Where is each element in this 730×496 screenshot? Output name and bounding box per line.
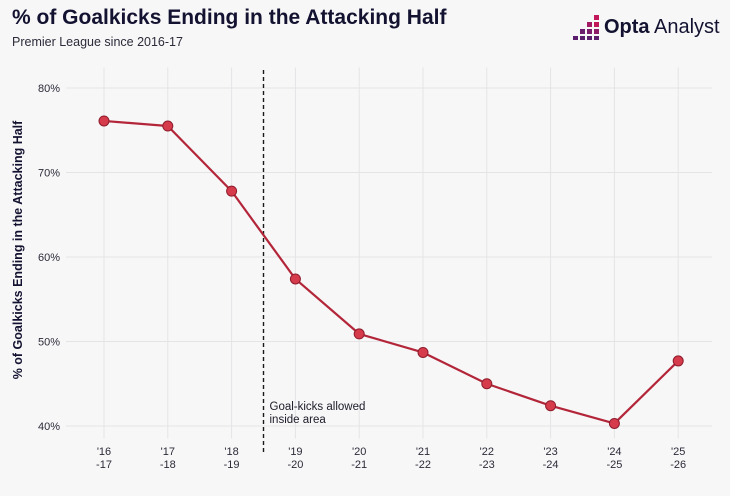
- x-tick-label: '17 -18: [160, 446, 176, 471]
- x-tick-label: '23 -24: [543, 446, 559, 471]
- x-tick-label: '25 -26: [670, 446, 686, 471]
- brand-logo: Opta Analyst: [572, 13, 720, 41]
- x-tick-label: '21 -22: [415, 446, 431, 471]
- data-point: [417, 346, 429, 358]
- y-tick-label: 40%: [38, 421, 60, 433]
- y-tick-label: 80%: [38, 83, 60, 95]
- x-tick-label-line: '22: [480, 446, 494, 458]
- x-tick-label-line: '20: [352, 446, 366, 458]
- x-tick-label-line: -20: [287, 459, 303, 471]
- x-tick-label-line: -25: [606, 459, 622, 471]
- x-tick-label: '20 -21: [351, 446, 367, 471]
- x-tick-label-line: '24: [607, 446, 621, 458]
- x-tick-label-line: -22: [415, 459, 431, 471]
- x-tick-label-line: '18: [224, 446, 238, 458]
- x-tick-label-line: '23: [543, 446, 557, 458]
- annotation: Goal-kicks allowed inside area: [262, 70, 366, 452]
- annotation-line: Goal-kicks allowed: [270, 401, 366, 413]
- chart-title: % of Goalkicks Ending in the Attacking H…: [12, 6, 447, 29]
- x-tick-label-line: -26: [670, 459, 686, 471]
- y-axis-label: % of Goalkicks Ending in the Attacking H…: [11, 120, 25, 379]
- data-point: [226, 185, 238, 197]
- x-tick-label: '22 -23: [479, 446, 495, 471]
- x-tick-label: '18 -19: [224, 446, 240, 471]
- gridlines: [66, 67, 712, 439]
- x-tick-label: '16 -17: [96, 446, 112, 471]
- brand-name: Opta Analyst: [604, 16, 720, 39]
- x-tick-label: '19 -20: [287, 446, 303, 471]
- series: [98, 115, 684, 429]
- x-tick-label-line: -21: [351, 459, 367, 471]
- x-tick-label-line: '25: [671, 446, 685, 458]
- data-point: [98, 115, 110, 127]
- series-line: [103, 119, 679, 425]
- axes: 40%50%60%70%80%'16 -17'17 -18'18 -19'19 -20'…: [38, 83, 686, 471]
- brand-name-light: Analyst: [649, 15, 720, 38]
- x-tick-label-line: -17: [96, 459, 112, 471]
- data-point: [545, 400, 557, 412]
- y-tick-label: 70%: [38, 168, 60, 180]
- x-tick-label: '24 -25: [606, 446, 622, 471]
- data-point: [481, 378, 493, 390]
- y-tick-label: 50%: [38, 337, 60, 349]
- x-tick-label-line: '19: [288, 446, 302, 458]
- data-point: [289, 273, 301, 285]
- x-tick-label-line: -24: [543, 459, 559, 471]
- data-point: [672, 355, 684, 367]
- brand-name-strong: Opta: [604, 15, 650, 38]
- data-point: [162, 120, 174, 132]
- x-tick-label-line: '17: [161, 446, 175, 458]
- chart-subtitle: Premier League since 2016-17: [12, 35, 183, 49]
- annotation-text: Goal-kicks allowed inside area: [270, 401, 366, 426]
- data-point: [608, 417, 620, 429]
- opta-dots-icon: [573, 15, 599, 40]
- x-tick-label-line: -23: [479, 459, 495, 471]
- x-tick-label-line: -18: [160, 459, 176, 471]
- annotation-line: inside area: [270, 414, 327, 426]
- y-tick-label: 60%: [38, 252, 60, 264]
- x-tick-label-line: '21: [416, 446, 430, 458]
- x-tick-label-line: '16: [97, 446, 111, 458]
- x-tick-label-line: -19: [224, 459, 240, 471]
- data-point: [353, 328, 365, 340]
